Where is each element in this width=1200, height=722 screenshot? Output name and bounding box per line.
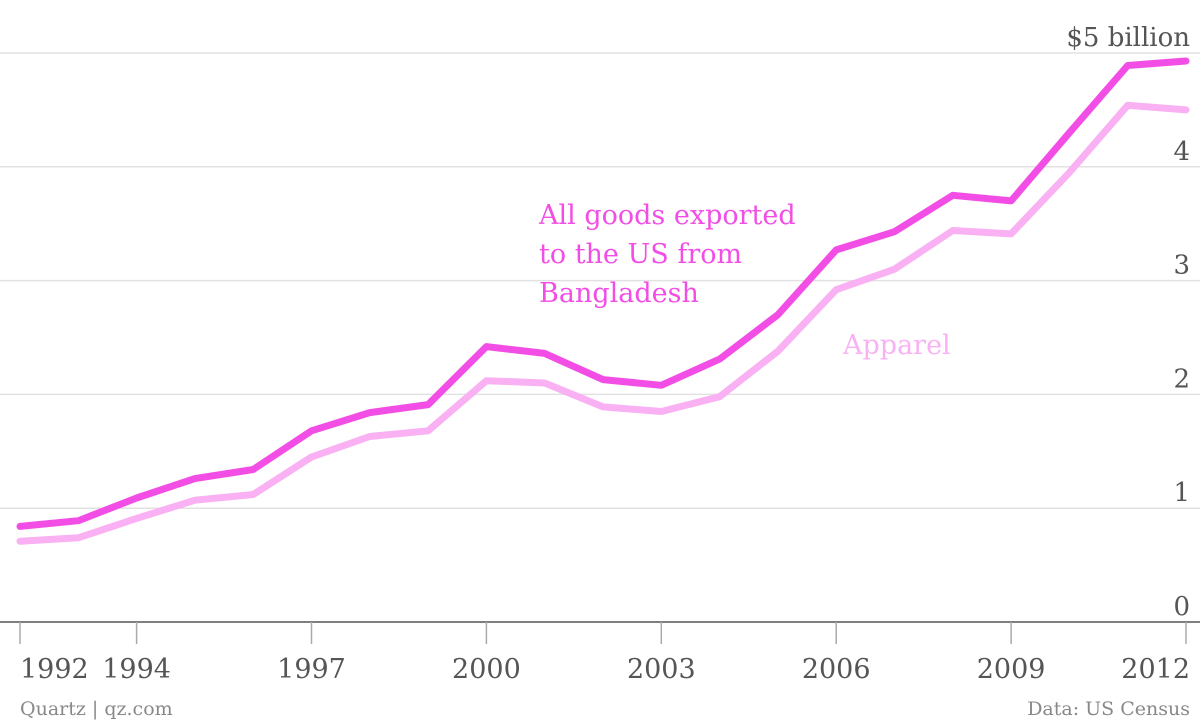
credit-data-source: Data: US Census <box>1027 698 1190 720</box>
series-label-apparel: Apparel <box>842 330 951 361</box>
series-line-apparel <box>16 101 1190 545</box>
x-tick-label: 2012 <box>1121 654 1190 685</box>
y-tick-label: $5 billion <box>1066 23 1190 53</box>
x-tick-label: 1994 <box>102 654 171 685</box>
y-tick-label: 1 <box>1173 478 1190 508</box>
series-line-all-goods <box>16 57 1190 530</box>
series-label-line: All goods exported <box>538 200 796 231</box>
y-tick-label: 0 <box>1173 592 1190 622</box>
x-tick-label: 1992 <box>20 654 89 685</box>
series-label-line: Apparel <box>842 330 951 361</box>
y-axis-tick-labels: 0 1 2 3 4 $5 billion <box>1066 23 1190 622</box>
credit-source: Quartz | qz.com <box>20 698 173 720</box>
x-axis: 1992 1994 1997 2000 2003 2006 2009 2012 <box>19 622 1190 685</box>
y-tick-label: 4 <box>1173 137 1190 167</box>
series-label-all-goods: All goods exported to the US from Banglade… <box>538 200 796 309</box>
series-label-line: Bangladesh <box>539 278 699 309</box>
y-tick-label: 3 <box>1173 251 1190 281</box>
x-tick-label: 2009 <box>977 654 1046 685</box>
x-tick-label: 2006 <box>802 654 871 685</box>
gridlines <box>0 52 1200 623</box>
series-label-line: to the US from <box>539 239 742 270</box>
series-lines <box>16 57 1190 545</box>
x-tick-label: 2003 <box>627 654 696 685</box>
x-tick-label: 2000 <box>452 654 521 685</box>
x-tick-label: 1997 <box>277 654 346 685</box>
y-tick-label: 2 <box>1173 364 1190 394</box>
